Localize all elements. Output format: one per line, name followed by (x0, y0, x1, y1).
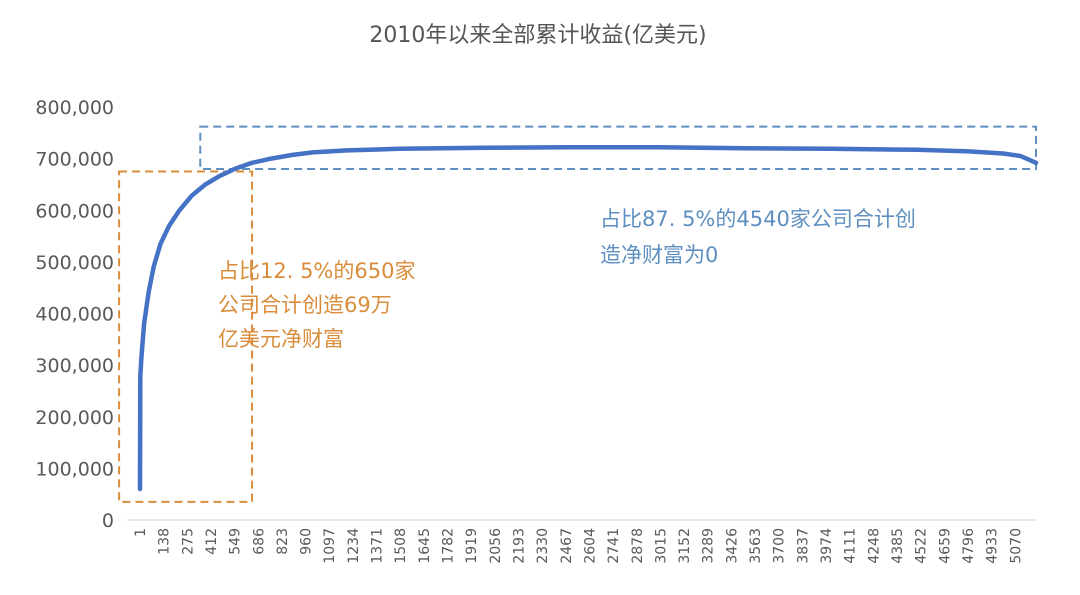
x-tick-label: 3152 (677, 528, 693, 564)
annotation-boxes (118, 125, 1037, 503)
y-tick-label: 0 (102, 510, 114, 532)
x-tick-label: 2193 (511, 528, 527, 564)
x-tick-label: 4796 (961, 528, 977, 564)
x-tick-label: 4659 (937, 528, 953, 564)
y-tick-label: 700,000 (35, 149, 114, 171)
x-tick-label: 3563 (748, 528, 764, 564)
x-tick-label: 1782 (441, 528, 457, 564)
y-tick-label: 500,000 (35, 252, 114, 274)
x-tick-label: 1508 (393, 528, 409, 564)
annotation-box-1 (118, 170, 254, 503)
x-tick-label: 2878 (630, 528, 646, 564)
x-tick-label: 2467 (559, 528, 575, 564)
x-tick-label: 1919 (464, 528, 480, 564)
annotation-text-1: 占比12. 5%的650家 (218, 259, 415, 283)
x-tick-label: 2056 (488, 528, 504, 564)
y-axis-ticks: 0 100,000 200,000 300,000 400,000 500,000 600,… (35, 97, 114, 532)
y-tick-label: 600,000 (35, 200, 114, 222)
y-tick-label: 300,000 (35, 355, 114, 377)
annotation-text-1: 公司合计创造69万 (218, 293, 392, 317)
x-tick-label: 1097 (322, 528, 338, 564)
x-tick-label: 2741 (606, 528, 622, 564)
annotation-text-2: 造净财富为0 (600, 243, 718, 267)
x-tick-label: 1 (133, 528, 149, 537)
y-tick-label: 400,000 (35, 304, 114, 326)
x-tick-label: 1234 (346, 528, 362, 564)
x-tick-label: 4522 (914, 528, 930, 564)
y-tick-label: 200,000 (35, 407, 114, 429)
x-tick-label: 823 (275, 528, 291, 555)
x-tick-label: 3289 (701, 528, 717, 564)
x-tick-label: 412 (204, 528, 220, 555)
series-line-1 (137, 145, 1039, 492)
x-tick-label: 138 (157, 528, 173, 555)
x-tick-label: 3837 (795, 528, 811, 564)
annotation-box-2 (199, 125, 1037, 170)
y-tick-label: 100,000 (35, 458, 114, 480)
y-tick-label: 800,000 (35, 97, 114, 119)
x-tick-label: 549 (228, 528, 244, 555)
x-tick-label: 3426 (724, 528, 740, 564)
chart-title: 2010年以来全部累计收益(亿美元) (369, 23, 706, 48)
annotation-text-2: 占比87. 5%的4540家公司合计创 (600, 207, 916, 231)
x-tick-label: 3974 (819, 528, 835, 564)
x-tick-label: 686 (251, 528, 267, 555)
x-tick-label: 275 (180, 528, 196, 555)
x-tick-label: 4111 (843, 528, 859, 564)
x-tick-label: 2330 (535, 528, 551, 564)
series-lines (137, 145, 1039, 492)
x-tick-label: 4385 (890, 528, 906, 564)
x-tick-label: 1645 (417, 528, 433, 564)
x-tick-label: 960 (299, 528, 315, 555)
x-tick-label: 2604 (582, 528, 598, 564)
x-tick-label: 3700 (772, 528, 788, 564)
annotation-text-1: 亿美元净财富 (218, 327, 344, 351)
x-tick-label: 4248 (866, 528, 882, 564)
x-axis: 1 138 275 412 549 686 823 960 1097 1234 1371 1508 16… (127, 519, 1036, 564)
x-tick-label: 3015 (653, 528, 669, 564)
x-tick-label: 1371 (370, 528, 386, 564)
x-tick-label: 4933 (985, 528, 1001, 564)
x-tick-label: 5070 (1008, 528, 1024, 564)
